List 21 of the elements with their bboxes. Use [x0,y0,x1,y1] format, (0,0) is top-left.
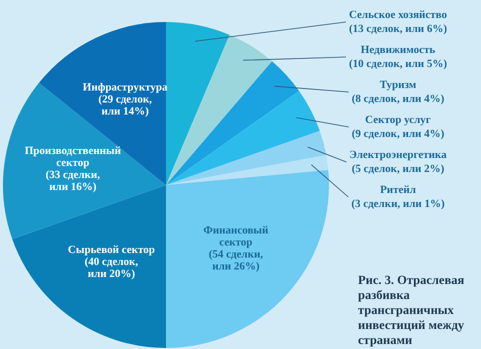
data-label: (5 сделок, или 2%) [352,162,445,175]
slice-label: Сельское хозяйство [348,8,448,21]
slice-label: Сектор услуг [365,114,431,126]
slice-label: Электроэнергетика [349,148,448,161]
data-label: (29 сделок, или 14%) [98,94,152,118]
text: Рис. 3. Отраслевая разбивка трансграничных инвестиций между странами [358,273,465,348]
slice-label: Сырьевой сектор [68,244,155,256]
data-label: (3 сделки, или 1%) [351,198,446,210]
slice-label: Инфраструктура [82,82,168,94]
slice-label: Финансовый сектор [203,224,269,249]
slice-label: Ритейл [380,184,416,196]
data-label: (40 сделок, или 20%) [84,256,138,280]
data-label: (10 сделок, или 5%) [348,58,448,70]
slice-label: Недвижимость [360,44,436,56]
slice-label: Туризм [380,78,417,91]
data-label: (8 сделок, или 4%) [352,92,445,105]
data-label: (9 сделок, или 4%) [352,128,445,140]
data-label: (13 сделок, или 6%) [348,22,448,35]
data-label: (54 сделки, или 26%) [208,248,264,273]
data-label: (33 сделки, или 16%) [46,168,100,193]
slice-label: Производственный сектор [24,144,122,169]
